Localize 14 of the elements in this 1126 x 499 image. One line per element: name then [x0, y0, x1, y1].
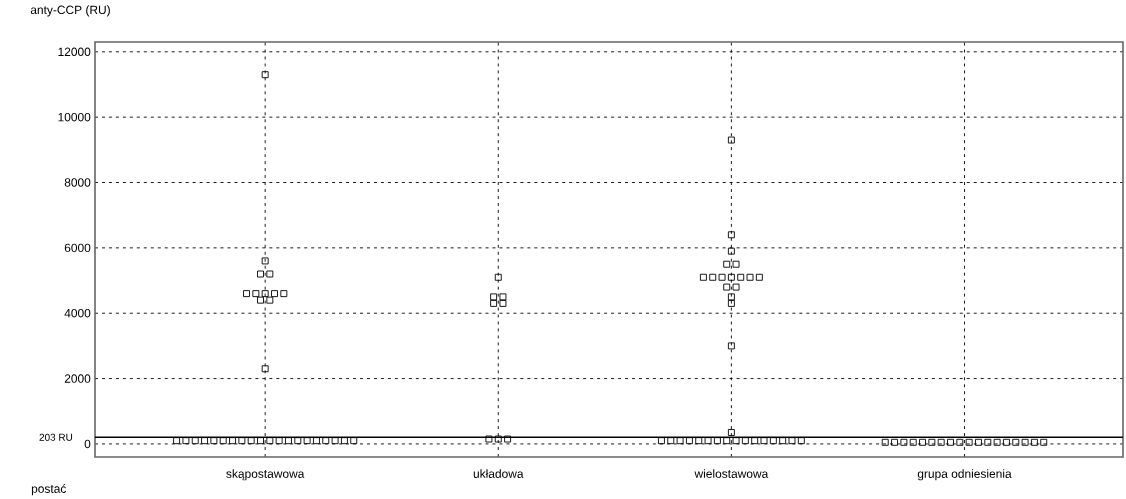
y-tick-label: 0	[84, 439, 91, 449]
y-tick-label: 12000	[58, 47, 91, 57]
y-tick-label: 10000	[58, 112, 91, 122]
x-tick-label: grupa odniesienia	[917, 469, 1012, 481]
ref-line-label: 203 RU	[39, 433, 73, 441]
x-tick-label: układowa	[473, 469, 524, 478]
y-axis-title: anty-CCP (RU)	[30, 5, 110, 17]
x-tick-label: skąpostawowa	[226, 469, 305, 481]
y-tick-label: 4000	[64, 308, 91, 318]
x-axis-title: postać	[31, 484, 67, 496]
y-tick-label: 2000	[64, 374, 91, 383]
y-tick-label: 6000	[64, 243, 91, 253]
x-tick-label: wielostawowa	[694, 469, 769, 478]
y-tick-label: 8000	[64, 178, 91, 187]
